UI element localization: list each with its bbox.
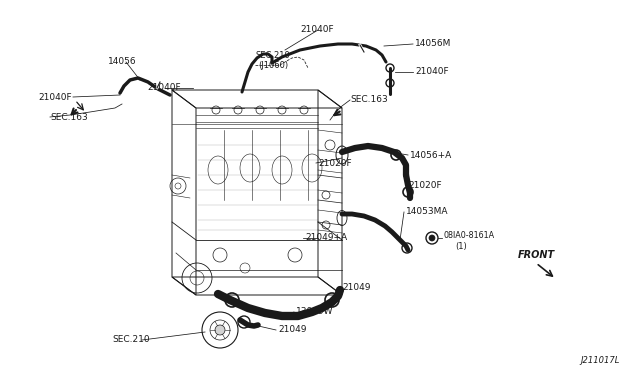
Text: 14056: 14056 — [108, 58, 136, 67]
Text: 21040F: 21040F — [147, 83, 180, 93]
Text: 21049: 21049 — [342, 282, 371, 292]
Text: 21040F: 21040F — [300, 26, 333, 35]
Text: SEC.210: SEC.210 — [112, 336, 150, 344]
Text: FRONT: FRONT — [518, 250, 555, 260]
Text: 21040F: 21040F — [415, 67, 449, 77]
Text: 14056+A: 14056+A — [410, 151, 452, 160]
Circle shape — [429, 235, 435, 241]
Text: J211017L: J211017L — [580, 356, 620, 365]
Text: (J1060): (J1060) — [258, 61, 288, 70]
Text: 21020F: 21020F — [408, 180, 442, 189]
Text: 08IA0-8161A: 08IA0-8161A — [444, 231, 495, 241]
Text: SEC.163: SEC.163 — [350, 96, 388, 105]
Text: 13049W: 13049W — [296, 308, 333, 317]
Text: 21040F: 21040F — [38, 93, 72, 102]
Text: SEC.210: SEC.210 — [255, 51, 290, 60]
Text: SEC.163: SEC.163 — [50, 112, 88, 122]
Text: 14053MA: 14053MA — [406, 208, 449, 217]
Text: 21049+A: 21049+A — [305, 234, 347, 243]
Text: 14056M: 14056M — [415, 39, 451, 48]
Circle shape — [215, 325, 225, 335]
Text: 21020F: 21020F — [318, 158, 351, 167]
Text: (1): (1) — [455, 243, 467, 251]
Text: 21049: 21049 — [278, 326, 307, 334]
